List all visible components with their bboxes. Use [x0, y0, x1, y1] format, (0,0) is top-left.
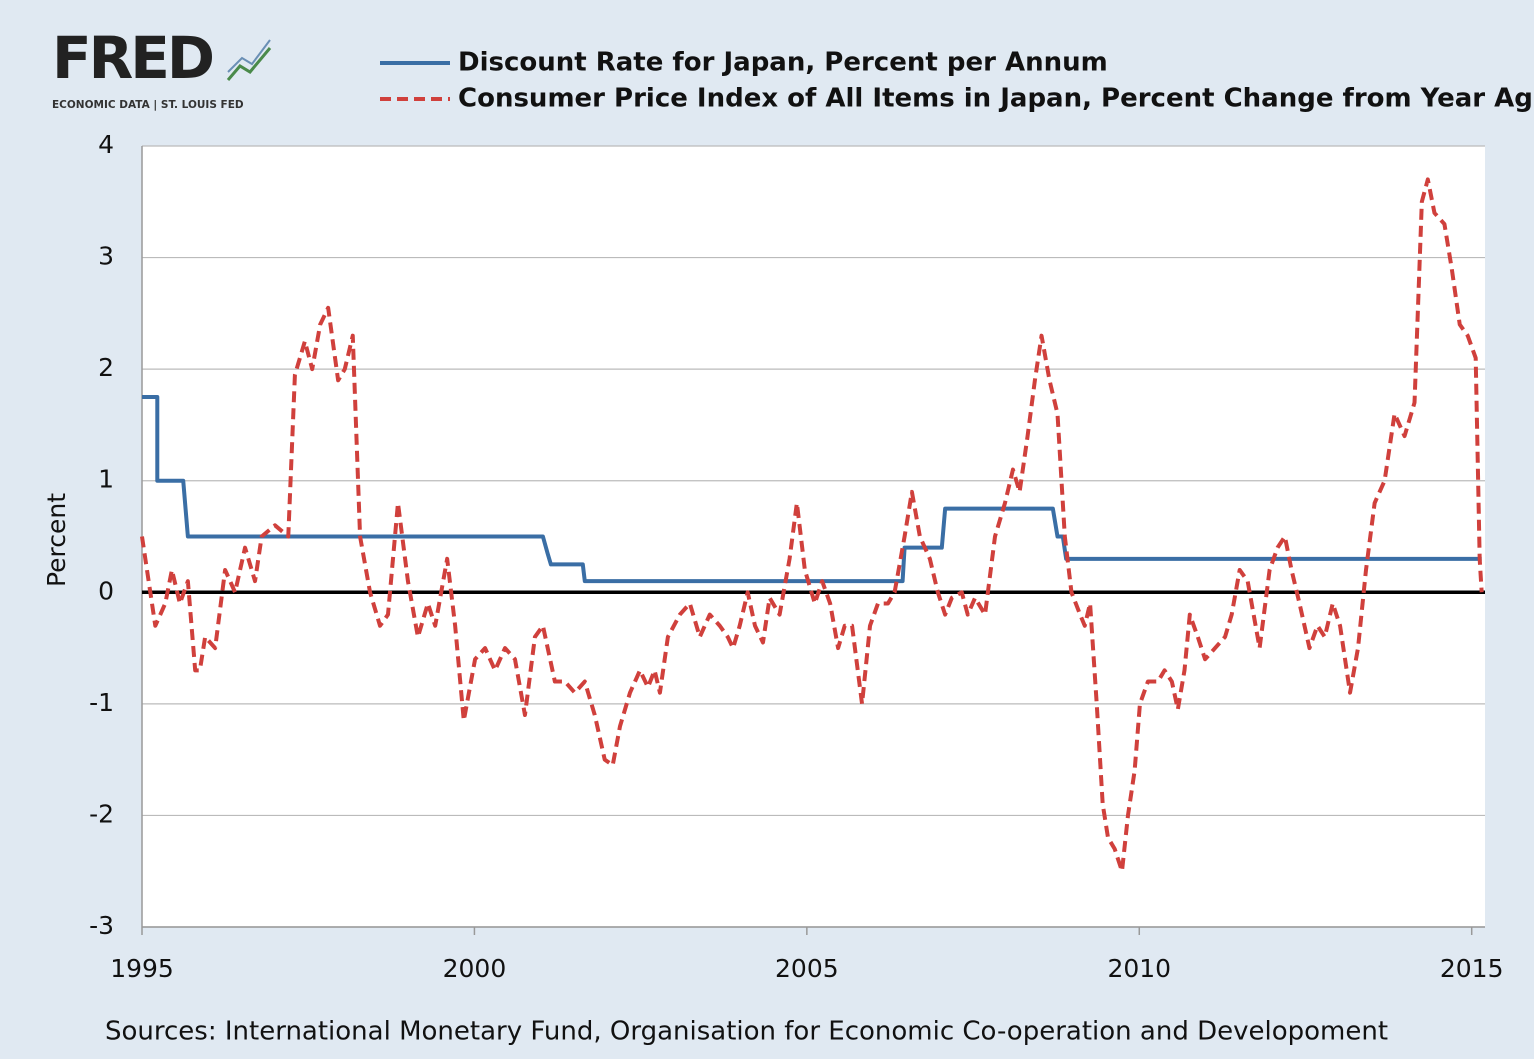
x-tick-label: 2000 [443, 954, 507, 983]
y-tick-label: 4 [98, 130, 114, 159]
logo-name: FRED [52, 24, 213, 92]
y-tick-label: -3 [89, 911, 114, 940]
legend-label: Discount Rate for Japan, Percent per Ann… [458, 48, 1108, 78]
y-axis-label: Percent [42, 493, 71, 587]
series-line [140, 177, 1484, 874]
logo-icon [227, 39, 271, 73]
y-tick-label: 3 [98, 242, 114, 271]
series-line [142, 395, 1482, 584]
y-tick-label: -1 [89, 688, 114, 717]
source: Sources: International Monetary Fund, Or… [105, 1017, 1388, 1047]
x-tick-label: 2015 [1440, 954, 1504, 983]
y-tick-label: -2 [89, 799, 114, 828]
logo-tagline: ECONOMIC DATA | ST. LOUIS FED [52, 99, 244, 111]
logo-icon [226, 47, 272, 81]
legend-label: Consumer Price Index of All Items in Jap… [458, 84, 1534, 114]
y-tick-label: 0 [98, 576, 114, 605]
x-tick-label: 1995 [110, 954, 174, 983]
x-tick-label: 2005 [775, 954, 839, 983]
y-tick-label: 1 [98, 465, 114, 494]
y-tick-label: 2 [98, 353, 114, 382]
x-tick-label: 2010 [1107, 954, 1171, 983]
